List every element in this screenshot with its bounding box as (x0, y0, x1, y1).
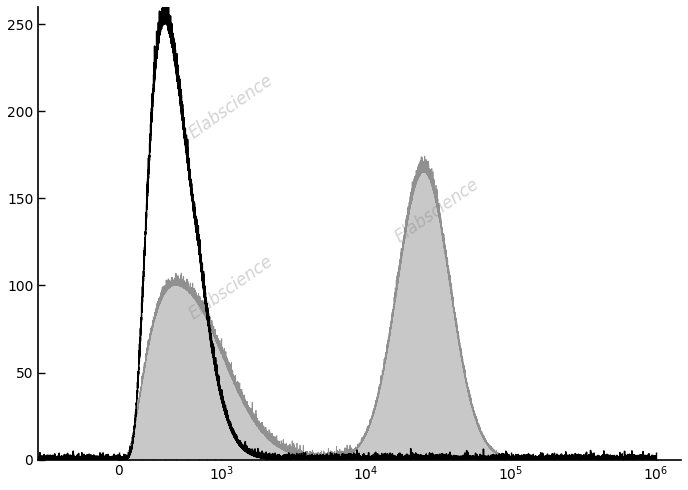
Text: Elabscience: Elabscience (391, 175, 482, 246)
Text: Elabscience: Elabscience (186, 252, 277, 323)
Text: Elabscience: Elabscience (186, 71, 277, 142)
